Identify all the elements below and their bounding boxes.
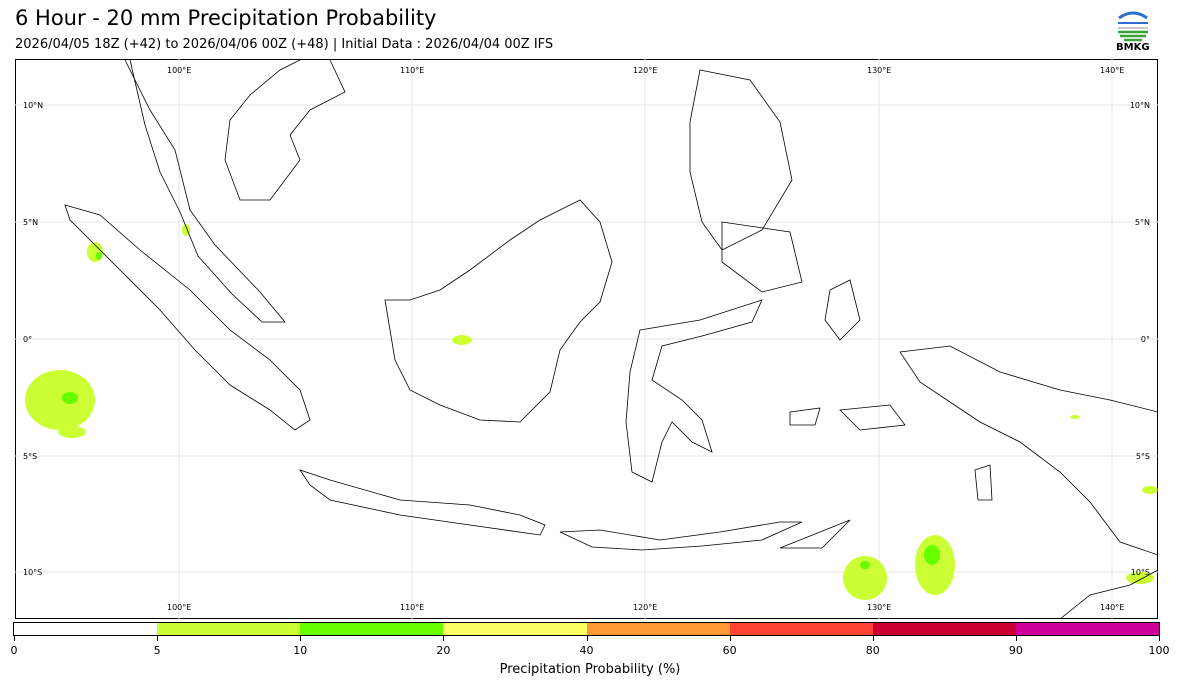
borneo	[384, 199, 613, 423]
lat-label-right: 10°N	[1129, 101, 1150, 110]
lon-label-bottom: 100°E	[167, 603, 192, 612]
colorbar-segment	[1015, 623, 1159, 635]
precip-area	[25, 370, 95, 430]
lesser-sunda	[559, 521, 803, 551]
precipitation-areas-10-20	[62, 252, 940, 569]
colorbar-tick-label: 10	[293, 644, 308, 657]
timor	[779, 519, 851, 549]
colorbar-tick-mark	[729, 636, 731, 641]
colorbar-tick-mark	[300, 636, 302, 641]
lon-label-top: 100°E	[167, 66, 192, 75]
colorbar	[13, 622, 1160, 636]
lat-label-right: 5°S	[1135, 452, 1150, 461]
lat-label-right: 0°	[1140, 335, 1150, 344]
sumatra	[64, 204, 311, 431]
precip-area	[843, 556, 887, 600]
colorbar-tick-mark	[1015, 636, 1017, 641]
precip-area	[1142, 486, 1158, 494]
bmkg-logo	[1117, 10, 1149, 42]
precip-area	[1126, 572, 1154, 584]
colorbar-tick-label: 90	[1008, 644, 1023, 657]
precipitation-areas	[25, 224, 1158, 600]
lon-label-top: 110°E	[400, 66, 425, 75]
lat-label-right: 10°S	[1130, 568, 1150, 577]
philippines	[689, 69, 793, 251]
colorbar-tick-label: 60	[722, 644, 737, 657]
logo-text: BMKG	[1116, 42, 1150, 53]
precip-area	[1070, 415, 1080, 419]
precip-area	[96, 252, 102, 260]
colorbar-tick-label: 40	[579, 644, 594, 657]
coastlines	[64, 59, 1158, 619]
aru-islands	[974, 464, 993, 501]
australia	[1059, 569, 1158, 619]
colorbar-tick-label: 80	[865, 644, 880, 657]
chart-title: 6 Hour - 20 mm Precipitation Probability	[15, 6, 437, 30]
sulawesi	[625, 299, 763, 483]
mindanao	[721, 221, 803, 293]
lon-label-bottom: 140°E	[1100, 603, 1125, 612]
lat-label-right: 5°N	[1134, 218, 1150, 227]
lat-label-left: 5°N	[23, 218, 39, 227]
indochina-coast	[224, 59, 346, 201]
lon-label-top: 140°E	[1100, 66, 1125, 75]
java	[299, 469, 546, 536]
colorbar-tick-mark	[14, 636, 15, 641]
colorbar-tick-label: 100	[1148, 644, 1170, 657]
chart-subtitle: 2026/04/05 18Z (+42) to 2026/04/06 00Z (…	[15, 37, 554, 52]
new-guinea	[899, 345, 1158, 556]
map-panel: 100°E 110°E 120°E 130°E 140°E 100°E 110°…	[15, 59, 1158, 619]
lat-label-left: 10°S	[23, 568, 43, 577]
lon-label-bottom: 130°E	[867, 603, 892, 612]
malay-peninsula	[124, 59, 286, 323]
precip-area	[860, 561, 870, 569]
precip-area	[452, 335, 472, 345]
precip-area	[915, 535, 955, 595]
colorbar-segment	[157, 623, 301, 635]
precip-area	[58, 426, 86, 438]
lon-label-bottom: 110°E	[400, 603, 425, 612]
precip-area	[182, 224, 190, 236]
lon-label-top: 120°E	[633, 66, 658, 75]
lat-label-left: 10°N	[23, 101, 44, 110]
colorbar-tick-mark	[1159, 636, 1160, 641]
colorbar-segment	[443, 623, 587, 635]
maluku	[789, 279, 906, 431]
precip-area	[924, 545, 940, 565]
lon-label-bottom: 120°E	[633, 603, 658, 612]
colorbar-tick-label: 0	[10, 644, 18, 657]
colorbar-tick-mark	[157, 636, 159, 641]
colorbar-segment	[872, 623, 1016, 635]
colorbar-segment	[300, 623, 444, 635]
lat-label-left: 5°S	[23, 452, 38, 461]
colorbar-segment	[14, 623, 158, 635]
colorbar-tick-mark	[443, 636, 445, 641]
colorbar-tick-mark	[872, 636, 874, 641]
colorbar-segment	[586, 623, 730, 635]
colorbar-tick-mark	[586, 636, 588, 641]
lon-label-top: 130°E	[867, 66, 892, 75]
graticule	[15, 59, 1158, 619]
precip-area	[62, 392, 78, 404]
colorbar-segment	[729, 623, 873, 635]
colorbar-tick-label: 20	[436, 644, 451, 657]
lat-label-left: 0°	[23, 335, 33, 344]
colorbar-tick-label: 5	[153, 644, 161, 657]
colorbar-label: Precipitation Probability (%)	[499, 662, 681, 677]
